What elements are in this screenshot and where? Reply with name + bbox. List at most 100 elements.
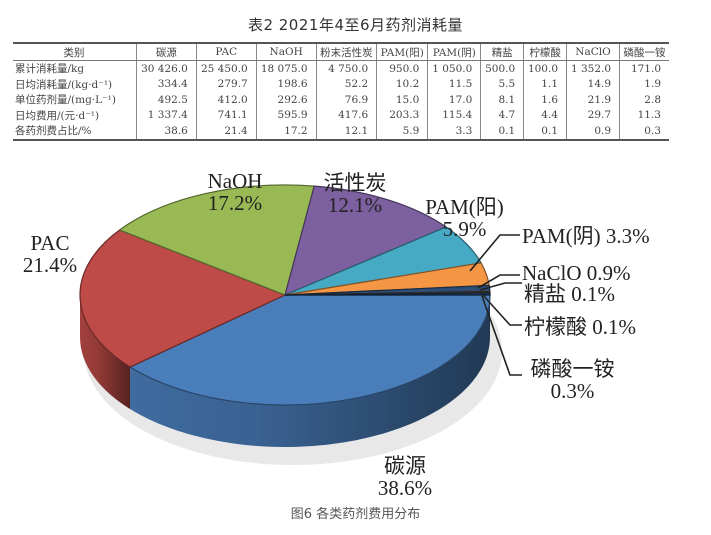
pie-label-pam-anionic: PAM(阴) 3.3% [522,225,697,247]
pie-label-pam-cationic: PAM(阳) 5.9% [412,196,517,240]
table-cell: 0.3 [619,123,669,140]
table-cell: 492.5 [136,92,197,108]
row-label: 单位药剂量/(mg·L⁻¹) [15,94,116,107]
row-label: 日均消耗量/(kg·d⁻¹) [15,78,113,91]
table-cell: 11.5 [427,76,481,92]
table-cell: 8.1 [480,92,524,108]
table-cell: 12.1 [315,123,377,140]
table-cell: 1.9 [619,76,669,92]
pie-label-name: PAM(阳) [425,195,504,219]
pie-label-name: 精盐 [524,282,566,306]
table-cell: 5.9 [376,123,428,140]
table-cell: 21.4 [195,123,257,140]
table-cell: 279.7 [195,76,257,92]
header-naclo: NaClO [565,43,620,61]
figure-caption: 图6 各类药剂费用分布 [290,507,421,522]
table-header-row: 类别 碳源 PAC NaOH 粉末活性炭 PAM(阳) PAM(阴) 精盐 柠檬… [13,43,669,61]
header-naoh: NaOH [255,43,317,61]
pie-label-name: NaOH [207,169,263,193]
table-cell: 10.2 [376,76,428,92]
row-label: 各药剂费占比/% [15,125,92,138]
pie-label-name: 柠檬酸 [524,315,587,339]
table-cell: 29.7 [565,107,620,123]
leader-line [477,274,520,289]
pie-slice-0 [128,294,491,406]
table-cell: 4.7 [480,107,524,123]
table-cell: 203.3 [376,107,428,123]
table-title: 表2 2021年4至6月药剂消耗量 [247,16,464,34]
pie-chart [0,150,711,510]
pie-label-name: 活性炭 [323,171,387,195]
table-cell: 412.0 [195,92,257,108]
table-cell: 417.6 [315,107,377,123]
table-cell: 334.4 [136,76,197,92]
table-cell: 38.6 [136,123,197,140]
pie-label-percent: 17.2% [207,191,263,215]
table-cell: 115.4 [427,107,481,123]
header-pam-anionic: PAM(阴) [427,43,481,61]
pie-label-name: PAC [30,231,70,255]
table-cell: 76.9 [315,92,377,108]
pie-label-name: 碳源 [384,454,426,478]
pie-label-percent: 0.3% [550,379,595,403]
table-cell: 17.0 [427,92,481,108]
table-cell: 30 426.0 [136,60,197,77]
pie-label-name: 磷酸一铵 [530,357,615,381]
pie-side-0 [130,295,490,447]
table-cell: 2.8 [619,92,669,108]
pie-label-carbon-source: 碳源 38.6% [345,455,465,499]
table-cell: 18 075.0 [255,60,317,77]
table-cell: 0.1 [480,123,524,140]
pie-label-percent: 5.9% [442,217,487,241]
header-pac: PAC [195,43,257,61]
table-cell: 950.0 [376,60,428,77]
pie-label-activated-carbon: 活性炭 12.1% [300,172,410,216]
table-cell: 52.2 [315,76,377,92]
row-cumulative-consumption: 累计消耗量/kg 30 426.0 25 450.0 18 075.0 4 750.0 9… [13,60,669,77]
pie-label-percent: 0.9% [586,261,631,285]
table-cell: 198.6 [255,76,317,92]
leader-line [469,234,520,272]
pie-label-percent: 3.3% [605,224,650,248]
row-unit-dosage: 单位药剂量/(mg·L⁻¹) 492.5 412.0 292.6 76.9 15.0 17.… [13,92,669,108]
pie-side-1 [80,295,131,410]
table-cell: 21.9 [565,92,620,108]
pie-slice-1 [79,229,287,368]
pie-slice-2 [118,184,315,296]
pie-label-pac: PAC 21.4% [5,232,95,276]
row-daily-cost: 日均费用/(元·d⁻¹) 1 337.4 741.1 595.9 417.6 203.3 1… [13,107,669,123]
table-cell: 1 352.0 [565,60,620,77]
leader-line [481,293,522,326]
table-cell: 15.0 [376,92,428,108]
table-cell: 595.9 [255,107,317,123]
table-cell: 292.6 [255,92,317,108]
table-cell: 100.0 [523,60,567,77]
pie-slice-3 [284,185,448,297]
pie-label-percent: 12.1% [327,193,383,217]
leader-line [479,282,522,291]
pie-chart-svg [79,184,522,465]
row-label: 日均费用/(元·d⁻¹) [15,109,100,122]
pie-label-percent: 0.1% [571,282,615,306]
header-map: 磷酸一铵 [619,43,669,61]
table-cell: 25 450.0 [195,60,257,77]
pie-label-map: 磷酸一铵 0.3% [520,358,625,402]
row-label: 累计消耗量/kg [15,63,85,76]
pie-label-naoh: NaOH 17.2% [180,170,290,214]
pie-label-refined-salt: 精盐 0.1% [524,283,674,305]
table-cell: 1 050.0 [427,60,481,77]
header-refined-salt: 精盐 [480,43,524,61]
table-cell: 1.1 [523,76,567,92]
leader-line [481,295,522,376]
table-cell: 1 337.4 [136,107,197,123]
table-cell: 500.0 [480,60,524,77]
header-category: 类别 [13,43,137,61]
pie-label-percent: 0.1% [592,315,636,339]
header-carbon-source: 碳源 [136,43,197,61]
table-cell: 741.1 [195,107,257,123]
table-cell: 4 750.0 [315,60,377,77]
table-cell: 17.2 [255,123,317,140]
header-pam-cationic: PAM(阳) [376,43,428,61]
table-cell: 11.3 [619,107,669,123]
table-cell: 5.5 [480,76,524,92]
